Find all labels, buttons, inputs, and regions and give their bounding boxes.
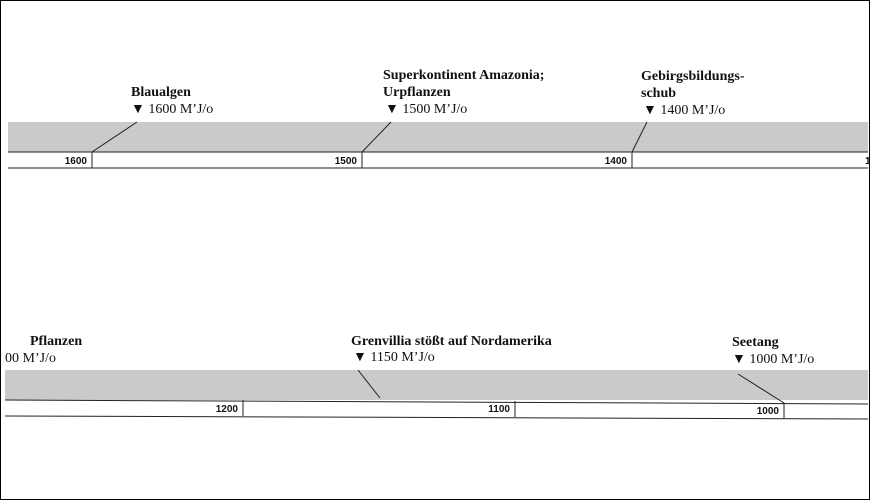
event-title: Blaualgen bbox=[131, 85, 191, 100]
scale-label: 1100 bbox=[488, 404, 510, 415]
event-date: ▼ 1150 M’J/o bbox=[353, 350, 435, 365]
event-date: ▼ 1500 M’J/o bbox=[385, 102, 467, 117]
event-title: Gebirgsbildungs- bbox=[641, 69, 745, 84]
time-band bbox=[5, 370, 868, 400]
event-pointer bbox=[361, 121, 392, 168]
scale-label: 1000 bbox=[757, 406, 780, 417]
scale-label: 1200 bbox=[216, 404, 239, 415]
event-date: ▼ 1600 M’J/o bbox=[131, 102, 213, 117]
event-pointer bbox=[91, 121, 138, 168]
event-title: Pflanzen bbox=[30, 334, 82, 349]
event-title: Grenvillia stößt auf Nordamerika bbox=[351, 334, 552, 349]
scale-label: 1500 bbox=[335, 156, 358, 167]
time-band bbox=[8, 122, 868, 152]
event-pointer bbox=[631, 121, 648, 168]
event-pointer bbox=[737, 373, 785, 419]
scale-label: 1400 bbox=[605, 156, 628, 167]
event-title: Seetang bbox=[732, 335, 779, 350]
event-title: Urpflanzen bbox=[383, 85, 451, 100]
scale-label: 1600 bbox=[65, 156, 88, 167]
scale-line bbox=[4, 399, 869, 405]
event-pointer bbox=[357, 369, 381, 399]
event-title: Superkontinent Amazonia; bbox=[383, 68, 544, 83]
event-date: ▼ 1400 M’J/o bbox=[643, 103, 725, 118]
event-date: 00 M’J/o bbox=[5, 351, 56, 366]
event-date: ▼ 1000 M’J/o bbox=[732, 352, 814, 367]
scale-line bbox=[4, 415, 869, 420]
event-title: schub bbox=[641, 86, 676, 101]
scale-label: 1 bbox=[865, 156, 870, 167]
